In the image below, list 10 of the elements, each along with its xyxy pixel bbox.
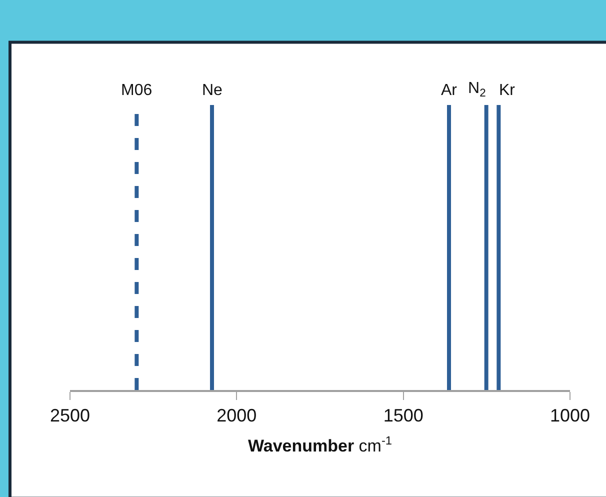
series-label: N$_{2}$ [468,80,486,100]
series-label: Ne [202,82,223,99]
x-tick-label: 2000 [216,406,257,426]
series-label: Kr [499,82,516,99]
x-tick-label: 2500 [50,406,90,426]
x-tick-label: 1500 [383,406,424,426]
series-label: Ar [441,82,458,99]
x-tick-label: 1000 [550,406,590,426]
series-label: M06 [121,82,152,99]
x-axis-title: Wavenumber cm$^{-1}$ [248,433,392,456]
